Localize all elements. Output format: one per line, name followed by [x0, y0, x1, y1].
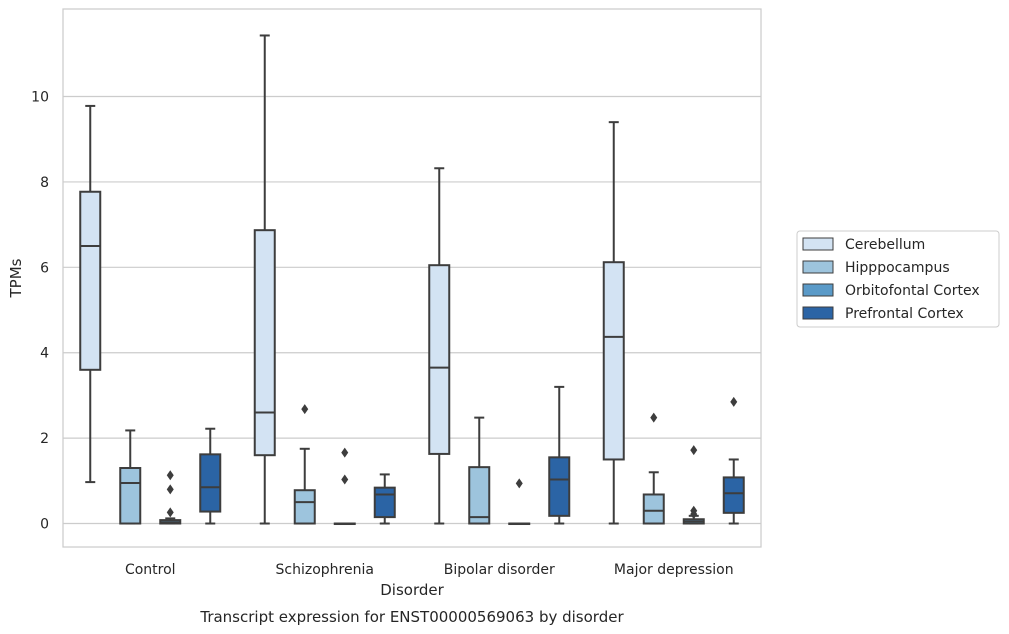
outlier-point — [690, 445, 698, 456]
y-tick-label: 2 — [40, 431, 49, 447]
box-group — [508, 478, 531, 526]
box — [468, 466, 491, 525]
outlier-point — [301, 404, 309, 415]
x-axis-label: Disorder — [380, 581, 444, 599]
x-tick-label: Major depression — [614, 562, 734, 578]
y-tick-label: 4 — [40, 346, 49, 362]
legend-label: Cerebellum — [845, 237, 925, 253]
boxes-layer — [79, 34, 745, 526]
legend: Cerebellum Hipppocampus Orbitofontal Corte… — [796, 230, 1000, 328]
box-group — [468, 416, 491, 525]
box — [253, 229, 276, 457]
outlier-point — [166, 470, 174, 481]
box-group — [548, 385, 571, 525]
y-tick-label: 10 — [31, 90, 49, 106]
box-group — [293, 404, 316, 525]
plot-area-frame — [62, 8, 762, 548]
outlier-point — [730, 396, 738, 407]
box — [293, 489, 316, 525]
box-group — [428, 167, 451, 525]
x-tick-label: Control — [125, 562, 176, 578]
box-group — [253, 34, 276, 525]
outlier-point — [341, 474, 349, 485]
legend-label: Orbitofontal Cortex — [845, 283, 980, 299]
box-group — [682, 445, 705, 525]
outlier-point — [515, 478, 523, 489]
outlier-point — [690, 505, 698, 516]
box-group — [119, 429, 142, 525]
legend-label: Prefrontal Cortex — [845, 306, 964, 322]
outlier-point — [166, 507, 174, 518]
box — [119, 467, 142, 525]
box-group — [722, 396, 745, 525]
box — [722, 476, 745, 514]
chart-caption: Transcript expression for ENST0000056906… — [199, 608, 624, 626]
box-group — [159, 470, 182, 525]
outlier-point — [166, 484, 174, 495]
x-tick-label: Schizophrenia — [276, 562, 374, 578]
box-group — [333, 447, 356, 526]
box — [642, 493, 665, 525]
legend-swatch — [802, 237, 834, 251]
legend-swatch — [802, 260, 834, 274]
box-group — [79, 104, 102, 484]
x-tick-label: Bipolar disorder — [444, 562, 555, 578]
box — [428, 264, 451, 455]
box — [602, 261, 625, 461]
y-axis-label: TPMs — [7, 258, 25, 298]
box-group — [199, 427, 222, 525]
legend-label: Hipppocampus — [845, 260, 950, 276]
y-tick-label: 6 — [40, 260, 49, 276]
box-group — [373, 473, 396, 525]
x-tick-labels: Control Schizophrenia Bipolar disorder Majo… — [125, 562, 734, 578]
box — [373, 486, 396, 519]
legend-frame — [796, 230, 1000, 328]
legend-swatch — [802, 306, 834, 320]
box-group — [602, 121, 625, 525]
y-tick-label: 0 — [40, 517, 49, 533]
outlier-point — [650, 412, 658, 423]
gridlines — [63, 95, 761, 525]
box — [548, 456, 571, 517]
box — [199, 453, 222, 513]
box — [79, 190, 102, 371]
legend-swatch — [802, 283, 834, 297]
y-tick-labels: 0 2 4 6 8 10 — [31, 90, 49, 533]
outlier-point — [341, 447, 349, 458]
y-tick-label: 8 — [40, 175, 49, 191]
box-group — [642, 412, 665, 525]
